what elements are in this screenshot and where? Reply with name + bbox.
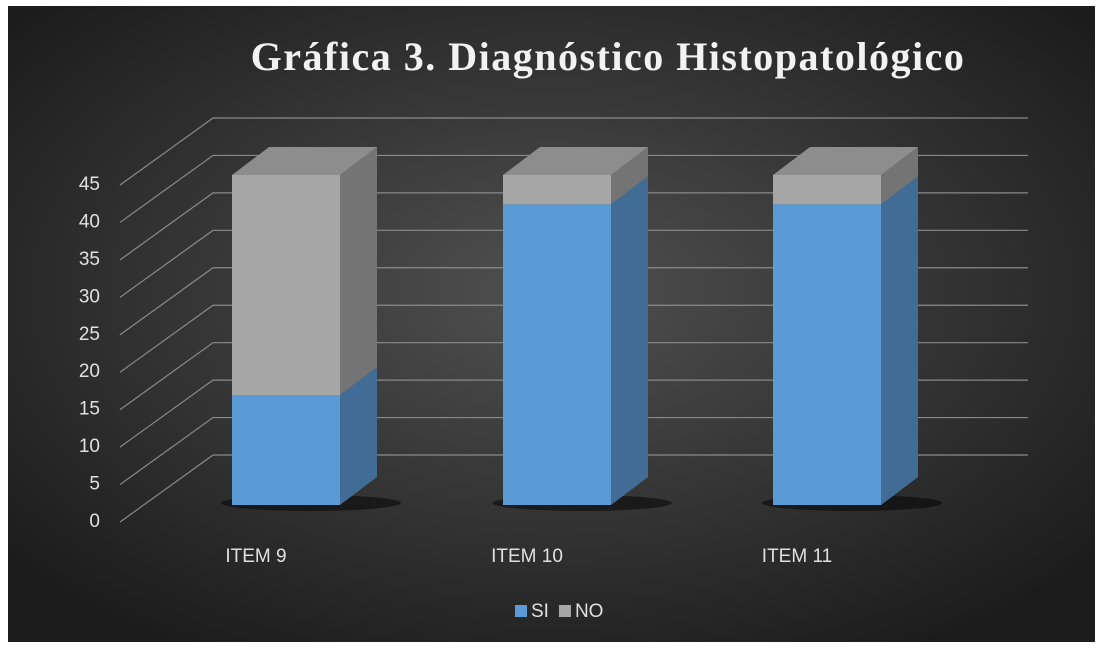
y-tick-label: 45 [79, 174, 100, 195]
bar-front [773, 204, 881, 506]
y-tick-label: 35 [79, 249, 100, 270]
bar-front [232, 395, 340, 505]
grid-line [119, 304, 1028, 373]
grid-line [119, 416, 1028, 486]
y-tick-label: 15 [79, 399, 100, 420]
bar-side [611, 176, 648, 506]
bar-side [611, 147, 648, 205]
y-tick-label: 30 [79, 286, 100, 307]
y-tick-label: 5 [89, 474, 100, 495]
bar-side [881, 176, 918, 506]
legend-swatch [558, 605, 571, 617]
legend-label: SI [531, 601, 549, 622]
grid-line [119, 342, 1028, 411]
grid-line [119, 229, 1028, 298]
bar-front [503, 175, 611, 205]
grid-line [119, 117, 1028, 186]
x-tick-label: ITEM 11 [762, 546, 832, 567]
y-tick-label: 40 [79, 211, 100, 232]
y-tick-label: 25 [79, 324, 100, 345]
y-tick-label: 20 [79, 361, 100, 382]
legend-swatch [515, 605, 527, 617]
y-tick-label: 10 [79, 436, 100, 457]
bar-front [773, 175, 881, 205]
bar-front [503, 204, 611, 506]
bar-top [503, 147, 648, 175]
legend-label: NO [575, 601, 604, 622]
grid-line [119, 154, 1028, 223]
bar-front [232, 175, 340, 395]
bar-side [340, 367, 377, 505]
x-tick-label: ITEM 10 [491, 546, 563, 567]
bar-side [340, 147, 377, 395]
bar-top [773, 147, 918, 175]
grid-line [119, 192, 1028, 261]
grid-line [119, 379, 1028, 448]
x-tick-label: ITEM 9 [225, 546, 286, 567]
chart-title: Gráfica 3. Diagnóstico Histopatológico [251, 34, 966, 79]
bar-side [881, 147, 918, 205]
y-tick-label: 0 [89, 511, 100, 532]
grid-line [119, 267, 1028, 336]
bar-top [232, 147, 377, 175]
grid-line [119, 454, 1028, 523]
